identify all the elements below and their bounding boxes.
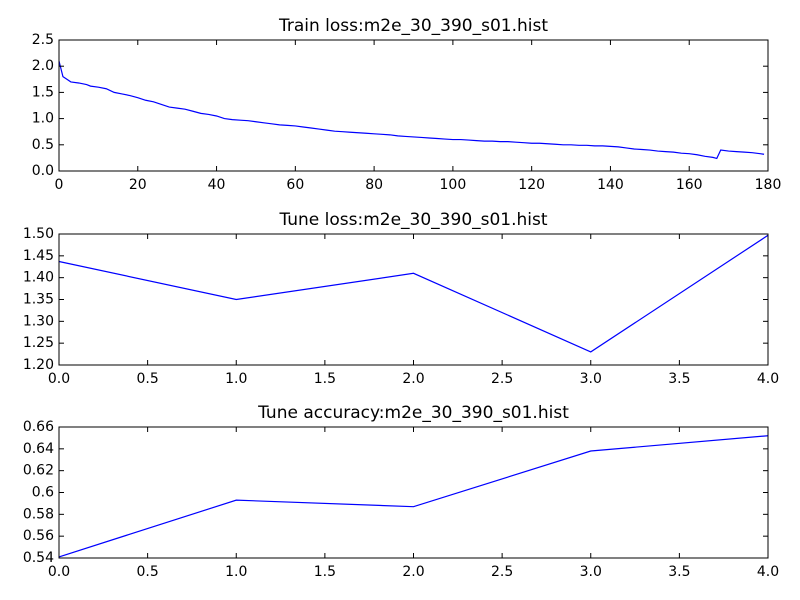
y-tick-label: 1.5: [32, 84, 54, 100]
x-tick-label: 120: [518, 177, 545, 193]
y-tick-label: 0.6: [32, 485, 54, 501]
x-tick-label: 3.0: [580, 371, 602, 387]
x-tick-label: 0.5: [136, 564, 158, 580]
x-tick-label: 0: [55, 177, 64, 193]
y-tick-label: 0.0: [32, 163, 54, 179]
x-tick-label: 1.0: [225, 371, 247, 387]
y-tick-label: 0.66: [23, 419, 54, 435]
y-tick-label: 1.45: [23, 248, 54, 264]
plot-frame: [58, 426, 769, 559]
x-tick-label: 2.5: [491, 371, 513, 387]
x-tick-label: 0.0: [48, 371, 70, 387]
x-tick-label: 4.0: [757, 371, 779, 387]
x-tick-label: 0.5: [136, 371, 158, 387]
y-tick-label: 1.25: [23, 335, 54, 351]
x-tick-label: 2.5: [491, 564, 513, 580]
line: [58, 234, 769, 353]
x-tick-label: 1.0: [225, 564, 247, 580]
y-tick-label: 1.30: [23, 313, 54, 329]
x-tick-label: 3.5: [668, 564, 690, 580]
x-tick-label: 1.5: [314, 371, 336, 387]
x-tick-label: 2.0: [402, 371, 424, 387]
x-tick-label: 1.5: [314, 564, 336, 580]
x-tick-label: 20: [129, 177, 147, 193]
y-tick-label: 1.50: [23, 226, 54, 242]
y-tick-label: 0.5: [32, 137, 54, 153]
x-tick-label: 160: [676, 177, 703, 193]
line: [58, 435, 769, 558]
y-tick-label: 0.54: [23, 550, 54, 566]
chart-title: Tune accuracy:m2e_30_390_s01.hist: [257, 403, 569, 423]
x-tick-label: 3.5: [668, 371, 690, 387]
plot-frame: [58, 39, 769, 172]
plot-frame: [58, 233, 769, 366]
x-tick-label: 80: [365, 177, 383, 193]
x-tick-label: 40: [208, 177, 226, 193]
y-tick-label: 1.20: [23, 357, 54, 373]
x-tick-label: 60: [286, 177, 304, 193]
chart-title: Train loss:m2e_30_390_s01.hist: [278, 16, 548, 36]
x-tick-label: 4.0: [757, 564, 779, 580]
line: [58, 60, 765, 160]
chart-title: Tune loss:m2e_30_390_s01.hist: [278, 210, 547, 230]
y-tick-label: 1.0: [32, 111, 54, 127]
y-tick-label: 1.35: [23, 292, 54, 308]
y-tick-label: 2.5: [32, 32, 54, 48]
x-tick-label: 100: [440, 177, 467, 193]
x-tick-label: 180: [755, 177, 782, 193]
y-tick-label: 0.64: [23, 441, 54, 457]
y-tick-label: 1.40: [23, 270, 54, 286]
y-tick-label: 2.0: [32, 58, 54, 74]
y-tick-label: 0.56: [23, 528, 54, 544]
x-tick-label: 140: [597, 177, 624, 193]
y-tick-label: 0.58: [23, 506, 54, 522]
y-tick-label: 0.62: [23, 463, 54, 479]
x-tick-label: 3.0: [580, 564, 602, 580]
x-tick-label: 0.0: [48, 564, 70, 580]
x-tick-label: 2.0: [402, 564, 424, 580]
